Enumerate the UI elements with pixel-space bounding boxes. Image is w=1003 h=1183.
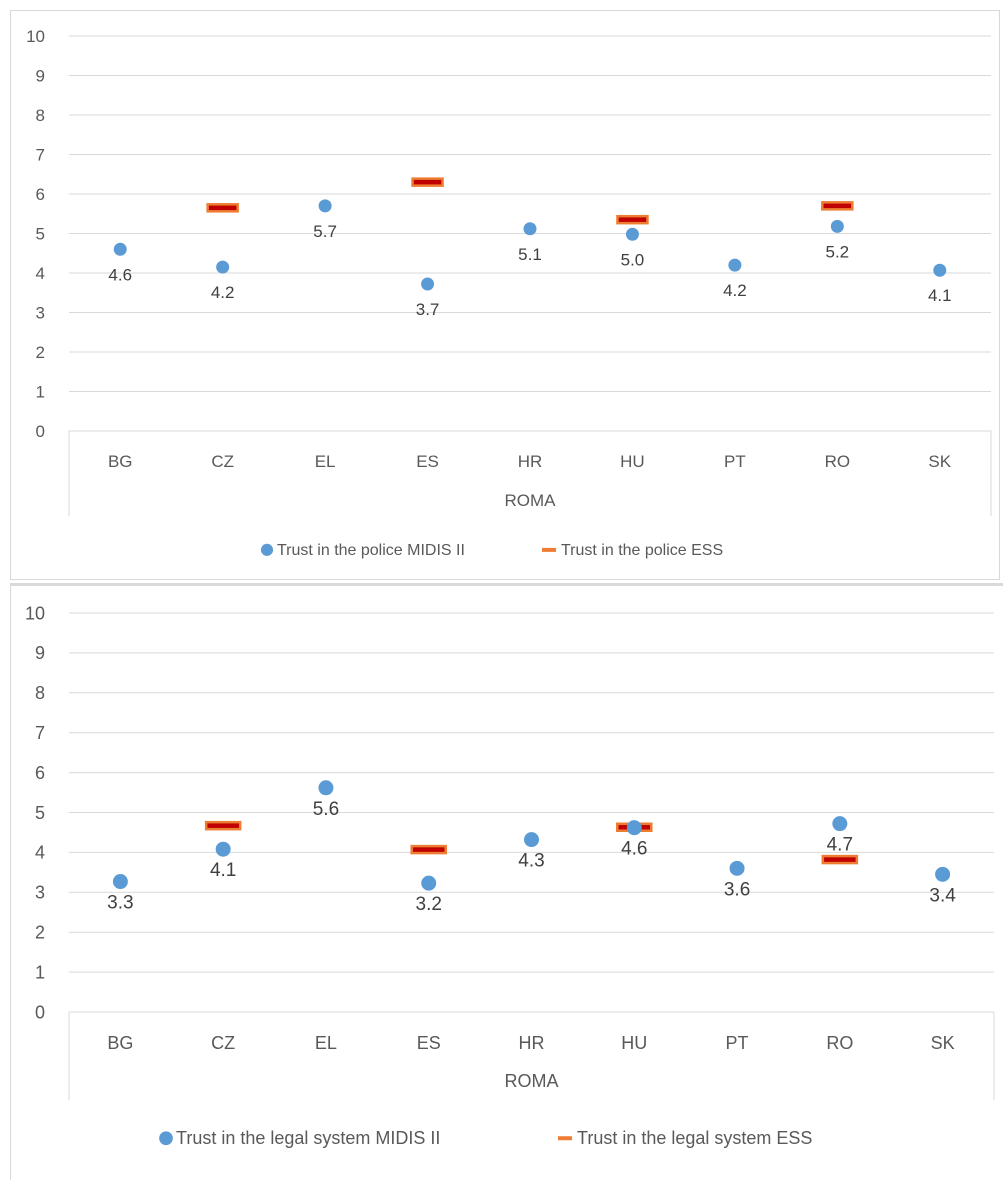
x-tick-label: BG (108, 452, 133, 471)
ess-marker (410, 844, 447, 855)
midis-marker (625, 227, 639, 241)
y-tick-label: 9 (35, 643, 45, 663)
x-group-label: ROMA (505, 1071, 559, 1091)
midis-marker (832, 816, 848, 832)
midis-marker (729, 860, 745, 876)
data-label: 3.4 (929, 885, 956, 906)
data-label: 5.7 (313, 222, 337, 241)
ess-marker (411, 177, 444, 187)
ess-marker (616, 214, 649, 225)
x-tick-label: RO (826, 1033, 853, 1053)
x-tick-label: ES (416, 452, 439, 471)
midis-marker (935, 866, 951, 882)
x-tick-label: SK (928, 452, 951, 471)
x-tick-label: BG (107, 1033, 133, 1053)
data-label: 4.7 (827, 835, 853, 856)
y-tick-label: 3 (35, 883, 45, 903)
legend-label: Trust in the legal system ESS (577, 1128, 812, 1148)
data-label: 3.2 (416, 894, 442, 915)
y-tick-label: 6 (36, 185, 45, 204)
x-tick-label: EL (315, 1033, 337, 1053)
midis-marker (421, 875, 437, 891)
legend-label: Trust in the legal system MIDIS II (176, 1128, 440, 1148)
y-tick-label: 7 (35, 723, 45, 743)
x-tick-label: EL (315, 452, 336, 471)
data-label: 4.2 (723, 281, 747, 300)
data-label: 3.7 (416, 300, 440, 319)
ess-marker (821, 201, 854, 211)
data-label: 4.2 (211, 283, 235, 302)
y-tick-label: 9 (36, 66, 45, 85)
midis-marker (216, 260, 230, 274)
data-label: 5.0 (621, 250, 645, 269)
data-label: 5.6 (313, 799, 339, 820)
midis-marker (933, 263, 947, 277)
x-tick-label: CZ (211, 1033, 235, 1053)
data-label: 3.3 (107, 893, 133, 914)
x-tick-label: PT (724, 452, 746, 471)
y-tick-label: 10 (26, 27, 45, 46)
data-label: 4.1 (210, 860, 236, 881)
data-label: 4.3 (518, 851, 544, 872)
midis-marker (728, 258, 742, 272)
midis-marker (113, 242, 127, 256)
y-tick-label: 1 (36, 382, 45, 401)
y-tick-label: 4 (36, 264, 45, 283)
midis-marker (215, 841, 231, 857)
data-label: 3.6 (724, 879, 750, 900)
x-tick-label: SK (931, 1033, 955, 1053)
legend-label: Trust in the police MIDIS II (277, 542, 465, 559)
legend-midis-marker (260, 543, 274, 556)
police-trust-chart: 0 1 2 3 4 5 6 7 8 9 10 BG CZ EL ES HR HU PT RO SK ROMA 4.6 4.2… (26, 27, 992, 559)
y-tick-label: 6 (35, 763, 45, 783)
ess-marker (206, 203, 239, 213)
legal-system-trust-chart: 0 1 2 3 4 5 6 7 8 9 10 BG CZ EL ES HR HU PT RO SK ROMA 3.3 4.1… (25, 603, 995, 1148)
midis-marker (318, 780, 334, 796)
midis-marker (318, 199, 332, 213)
police-trust-chart-panel: 0 1 2 3 4 5 6 7 8 9 10 BG CZ EL ES HR HU PT RO SK ROMA 4.6 4.2… (10, 10, 1000, 580)
y-tick-label: 8 (35, 683, 45, 703)
data-label: 5.2 (826, 242, 850, 261)
x-tick-label: PT (726, 1033, 749, 1053)
x-tick-label: RO (825, 452, 851, 471)
midis-marker (523, 222, 537, 236)
midis-marker (830, 219, 844, 233)
data-label: 4.6 (108, 265, 132, 284)
y-tick-label: 0 (35, 1002, 45, 1022)
ess-marker (821, 854, 859, 865)
y-tick-label: 3 (36, 303, 45, 322)
y-tick-label: 4 (35, 843, 45, 863)
x-tick-label: HR (519, 1033, 545, 1053)
y-tick-label: 5 (35, 803, 45, 823)
x-tick-label: ES (417, 1033, 441, 1053)
y-tick-label: 7 (36, 145, 45, 164)
legal-system-trust-chart-panel: 0 1 2 3 4 5 6 7 8 9 10 BG CZ EL ES HR HU PT RO SK ROMA 3.3 4.1… (10, 583, 1003, 1180)
data-label: 4.6 (621, 839, 647, 860)
legend-midis-marker (159, 1131, 173, 1146)
y-tick-label: 5 (36, 224, 45, 243)
y-tick-label: 2 (35, 923, 45, 943)
ess-marker (204, 820, 242, 831)
midis-marker (112, 874, 128, 890)
midis-marker (421, 277, 435, 291)
legend-ess-marker (558, 1136, 572, 1141)
x-tick-label: HR (518, 452, 543, 471)
x-tick-label: CZ (211, 452, 234, 471)
data-label: 4.1 (928, 286, 952, 305)
midis-marker (524, 832, 539, 848)
y-tick-label: 2 (36, 343, 45, 362)
legend-label: Trust in the police ESS (561, 542, 723, 559)
x-tick-label: HU (620, 452, 645, 471)
y-tick-label: 10 (25, 603, 45, 623)
y-tick-label: 8 (36, 106, 45, 125)
x-group-label: ROMA (505, 491, 557, 510)
midis-marker (626, 820, 642, 836)
y-tick-label: 0 (36, 422, 45, 441)
x-tick-label: HU (621, 1033, 647, 1053)
legend-ess-marker (542, 547, 556, 552)
y-tick-label: 1 (35, 962, 45, 982)
data-label: 5.1 (518, 245, 542, 264)
